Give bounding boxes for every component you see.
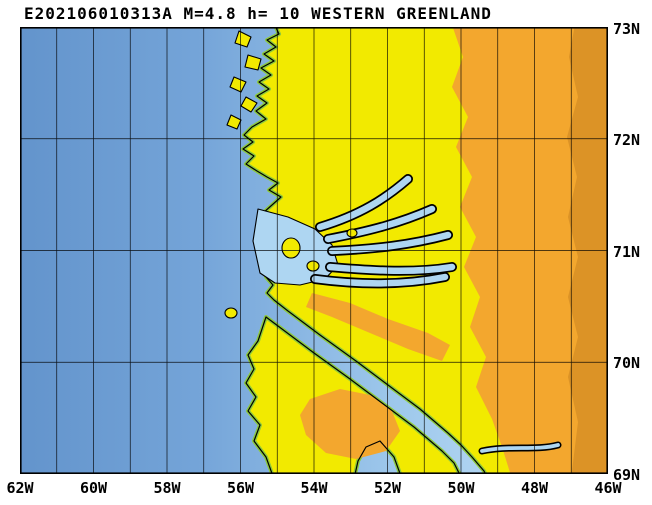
map-title: E202106010313A M=4.8 h= 10 WESTERN GREEN… (24, 4, 492, 23)
lon-label: 50W (447, 479, 475, 497)
map-canvas (20, 27, 608, 474)
fjord-arm (324, 205, 436, 243)
lat-label: 72N (613, 131, 641, 149)
lon-label: 62W (6, 479, 34, 497)
island (240, 96, 258, 113)
south-fjord (480, 443, 560, 453)
island (306, 260, 320, 272)
island (229, 76, 247, 93)
lat-label: 73N (613, 20, 641, 38)
lon-label: 48W (520, 479, 549, 497)
lon-label: 46W (594, 479, 622, 497)
island (234, 30, 252, 48)
fjord-arm (311, 273, 449, 287)
island (244, 54, 262, 71)
island-group (224, 30, 358, 319)
island (226, 114, 242, 130)
lat-label: 71N (613, 243, 641, 261)
fjord-arm (316, 175, 412, 231)
lon-label: 54W (300, 479, 328, 497)
graticule-grid-lines (20, 27, 608, 474)
island (346, 228, 358, 238)
island (281, 237, 301, 259)
lon-label: 58W (153, 479, 181, 497)
greenland-map-svg (20, 27, 608, 474)
lat-label: 69N (613, 466, 641, 484)
lon-label: 52W (373, 479, 402, 497)
fjord-arm (326, 263, 456, 275)
lat-label: 70N (613, 354, 641, 372)
map-frame (20, 27, 608, 474)
lon-label: 56W (226, 479, 255, 497)
island (224, 307, 238, 319)
lon-label: 60W (79, 479, 108, 497)
